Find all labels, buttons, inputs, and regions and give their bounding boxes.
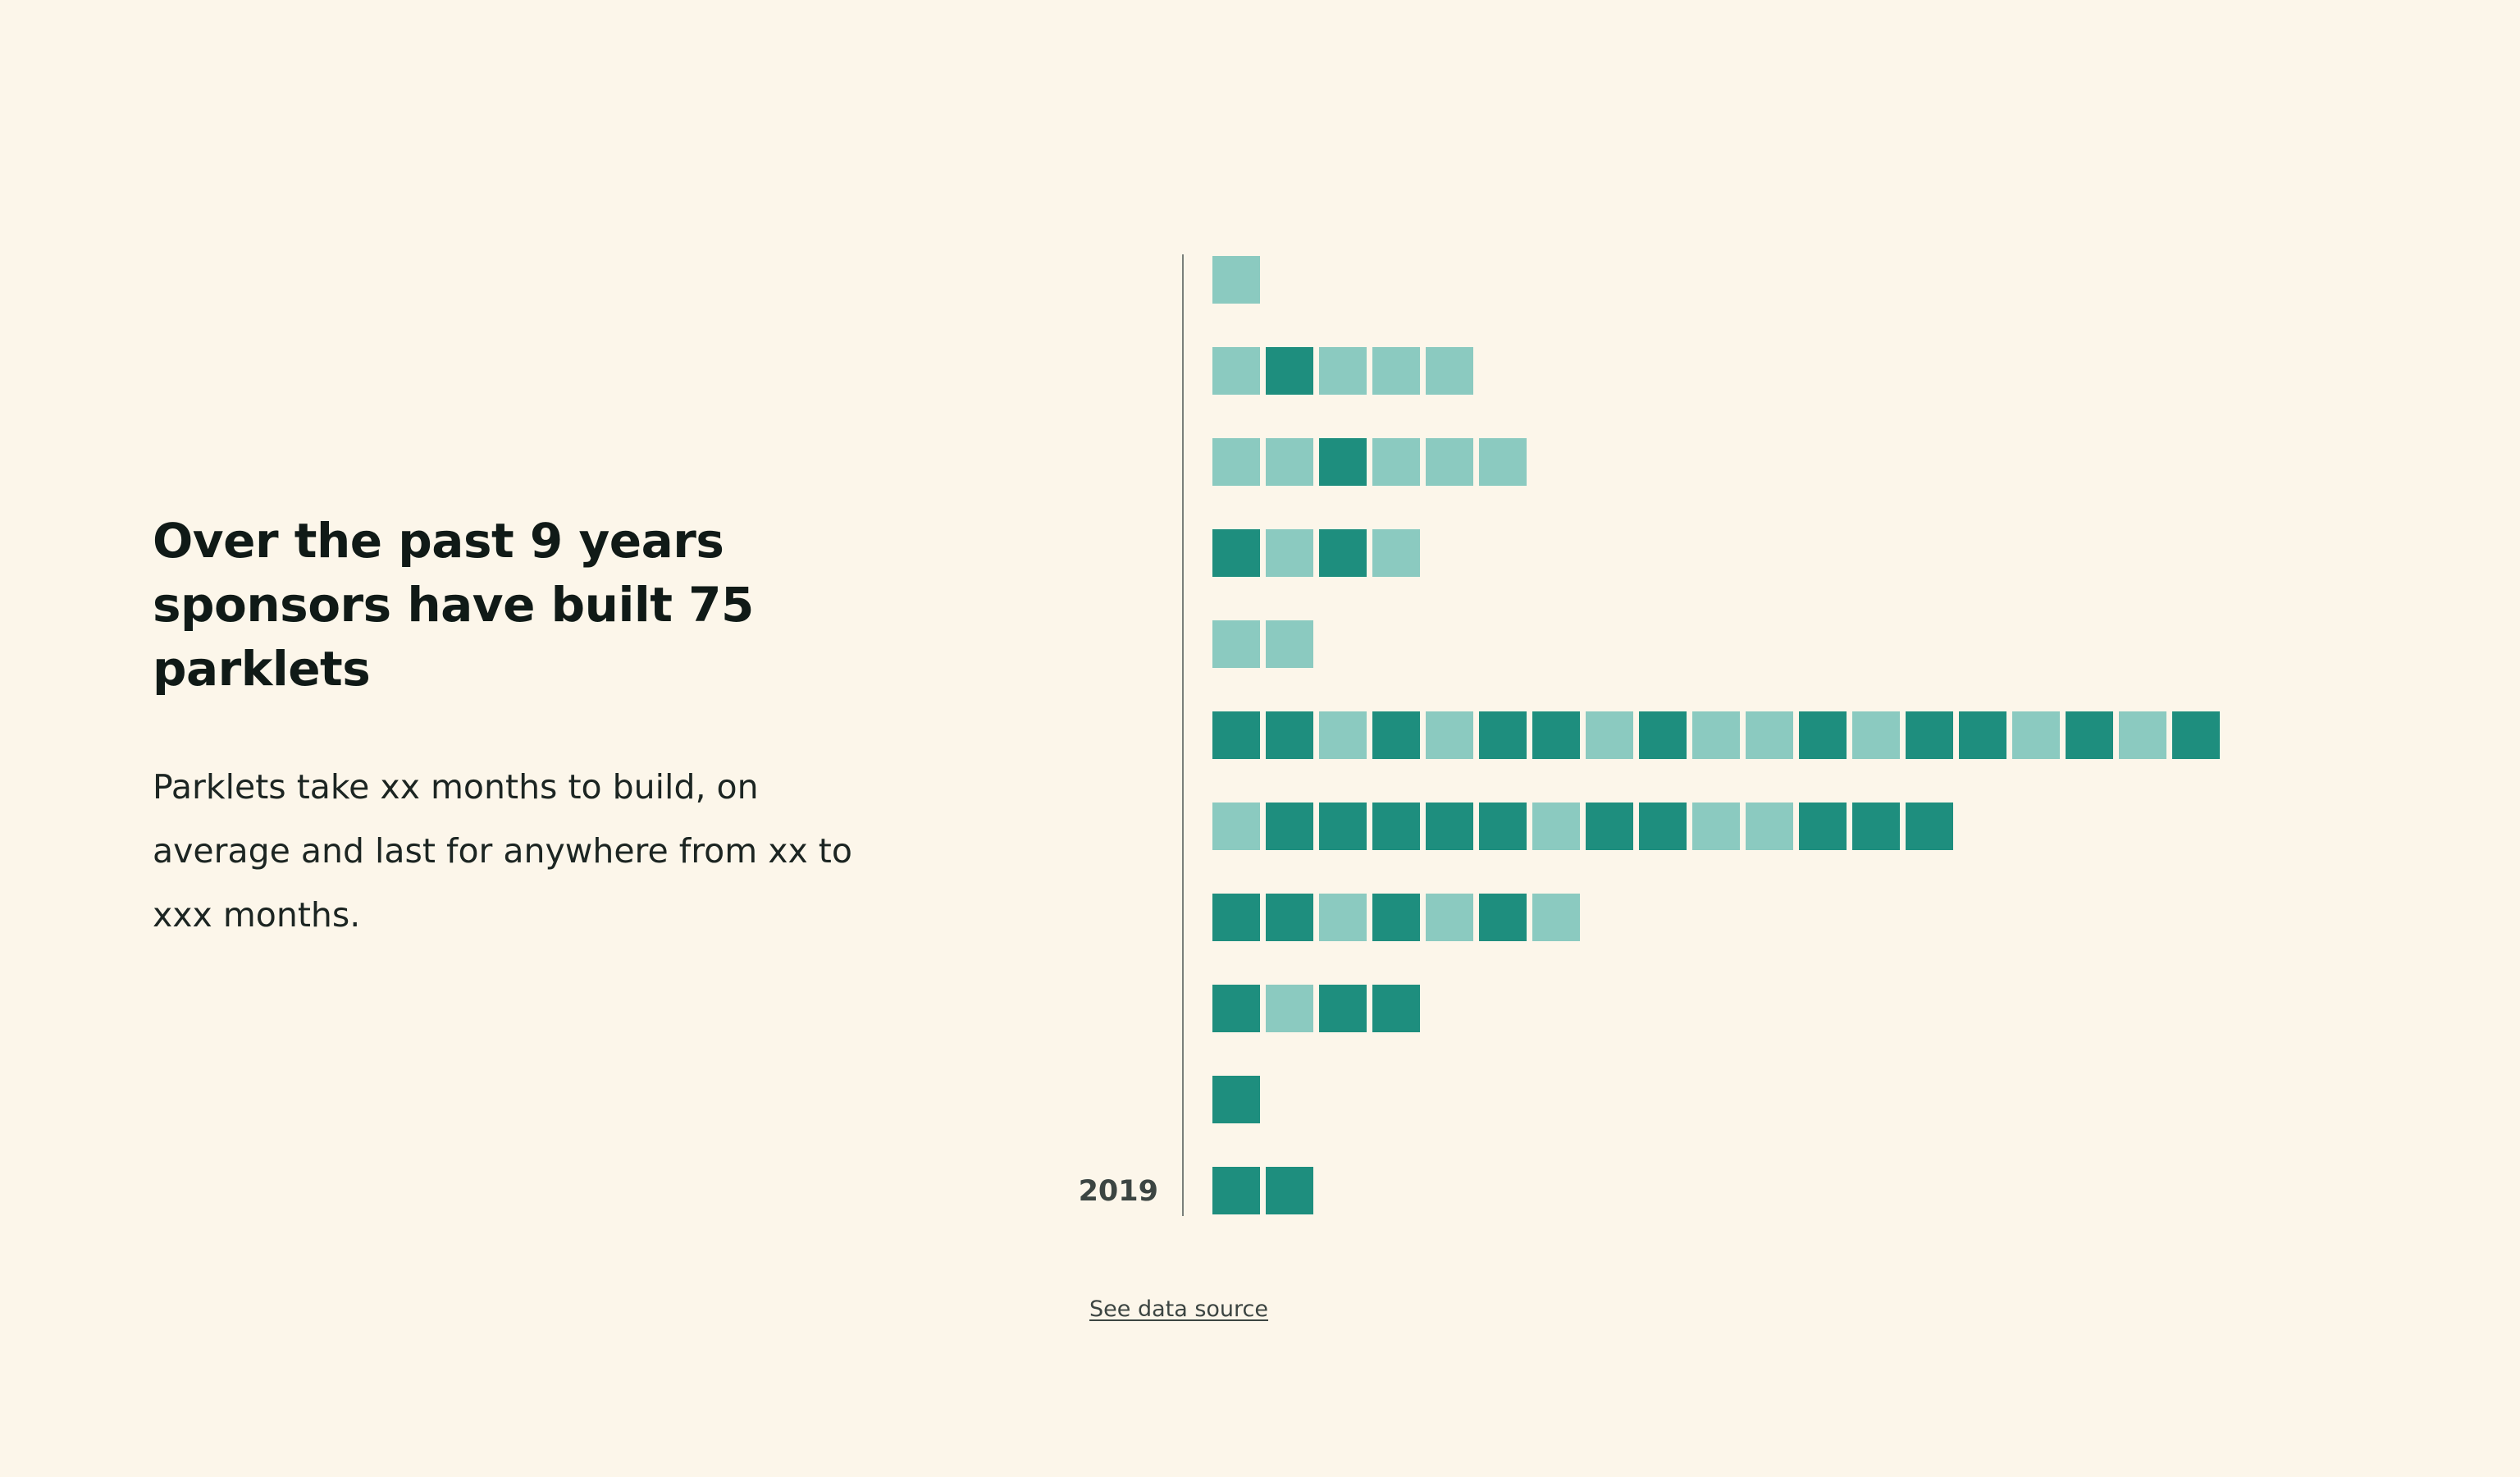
- intro-section: Over the past 9 years sponsors have buil…: [153, 509, 891, 947]
- parklet-square-light: [1266, 985, 1313, 1032]
- parklet-square-dark: [1372, 894, 1420, 941]
- parklet-square-light: [1746, 711, 1793, 759]
- parklet-square-light: [1212, 438, 1260, 486]
- parklet-square-light: [1426, 894, 1473, 941]
- parklet-waffle-chart: 2019: [1066, 246, 2297, 1272]
- chart-row: [1212, 347, 1473, 395]
- parklet-square-dark: [1639, 803, 1687, 850]
- parklet-square-light: [1426, 438, 1473, 486]
- parklet-square-dark: [1212, 1167, 1260, 1214]
- parklet-square-light: [1532, 803, 1580, 850]
- parklet-square-dark: [1212, 711, 1260, 759]
- parklet-square-light: [1266, 529, 1313, 577]
- headline: Over the past 9 years sponsors have buil…: [153, 513, 754, 697]
- parklet-square-dark: [1212, 894, 1260, 941]
- parklet-square-dark: [1906, 711, 1953, 759]
- parklet-square-dark: [1906, 803, 1953, 850]
- parklet-square-light: [1212, 620, 1260, 668]
- parklet-square-dark: [1532, 711, 1580, 759]
- parklet-square-dark: [1266, 894, 1313, 941]
- parklet-square-dark: [1266, 347, 1313, 395]
- parklet-square-dark: [1639, 711, 1687, 759]
- parklet-square-light: [1479, 438, 1527, 486]
- parklet-square-light: [1319, 347, 1367, 395]
- body-copy: Parklets take xx months to build, on ave…: [153, 767, 852, 935]
- chart-row: [1212, 438, 1527, 486]
- parklet-square-dark: [1479, 711, 1527, 759]
- parklet-square-dark: [1266, 711, 1313, 759]
- parklet-square-dark: [1319, 438, 1367, 486]
- chart-row: [1212, 985, 1420, 1032]
- chart-row: [1212, 529, 1420, 577]
- parklet-square-light: [1319, 894, 1367, 941]
- parklet-square-light: [1372, 347, 1420, 395]
- parklet-square-light: [1586, 711, 1633, 759]
- parklet-square-dark: [1479, 894, 1527, 941]
- parklet-square-dark: [1479, 803, 1527, 850]
- parklet-square-dark: [1266, 1167, 1313, 1214]
- parklet-square-light: [1319, 711, 1367, 759]
- parklet-square-light: [1746, 803, 1793, 850]
- chart-row: [1212, 711, 2220, 759]
- parklet-square-light: [2119, 711, 2166, 759]
- parklet-square-dark: [1266, 803, 1313, 850]
- parklet-square-dark: [1319, 803, 1367, 850]
- parklet-square-dark: [2066, 711, 2113, 759]
- parklet-square-dark: [1319, 985, 1367, 1032]
- parklet-square-light: [1212, 803, 1260, 850]
- row-label: 2019: [1079, 1175, 1158, 1208]
- parklet-square-light: [1266, 438, 1313, 486]
- parklet-square-dark: [1426, 803, 1473, 850]
- chart-row: [1212, 1076, 1260, 1123]
- parklet-square-light: [1426, 711, 1473, 759]
- parklet-square-light: [1212, 256, 1260, 304]
- parklet-square-light: [1426, 347, 1473, 395]
- parklet-square-dark: [1372, 803, 1420, 850]
- parklet-square-dark: [1852, 803, 1900, 850]
- parklet-square-dark: [1586, 803, 1633, 850]
- parklet-square-dark: [1319, 529, 1367, 577]
- parklet-square-dark: [2172, 711, 2220, 759]
- parklet-square-dark: [1212, 1076, 1260, 1123]
- parklet-square-light: [1212, 347, 1260, 395]
- parklet-square-dark: [1212, 529, 1260, 577]
- parklet-square-dark: [1799, 803, 1847, 850]
- parklet-square-dark: [1959, 711, 2006, 759]
- chart-row: [1212, 894, 1580, 941]
- chart-row: [1212, 803, 1953, 850]
- parklet-square-light: [1852, 711, 1900, 759]
- chart-row: [1212, 256, 1260, 304]
- parklet-square-light: [1372, 529, 1420, 577]
- parklet-square-dark: [1212, 985, 1260, 1032]
- chart-row: 2019: [1079, 1167, 1313, 1214]
- parklet-square-light: [2012, 711, 2060, 759]
- parklet-square-light: [1266, 620, 1313, 668]
- chart-canvas: 2019: [1079, 254, 2220, 1216]
- parklet-square-light: [1692, 803, 1740, 850]
- chart-row: [1212, 620, 1313, 668]
- parklet-square-light: [1372, 438, 1420, 486]
- parklet-square-dark: [1799, 711, 1847, 759]
- parklet-square-dark: [1372, 985, 1420, 1032]
- parklet-square-light: [1532, 894, 1580, 941]
- parklet-square-dark: [1372, 711, 1420, 759]
- parklet-square-light: [1692, 711, 1740, 759]
- see-data-source-link[interactable]: See data source: [1089, 1296, 1269, 1322]
